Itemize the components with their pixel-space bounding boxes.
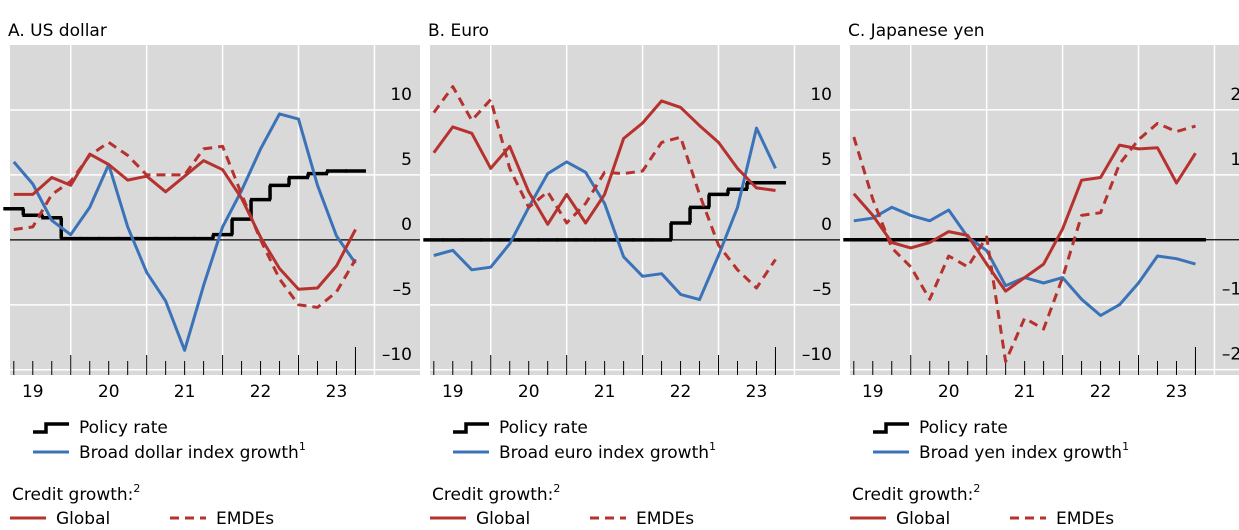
x-tick-label: 19: [22, 382, 44, 402]
x-tick-label: 22: [250, 382, 272, 402]
series-line: [432, 99, 776, 226]
legend-group-text: Credit growth:: [432, 485, 553, 505]
series-line: [13, 140, 357, 309]
legend-label: Policy rate: [79, 418, 168, 438]
series-line: [13, 152, 357, 291]
series-line: [432, 85, 777, 290]
x-tick-label: 22: [670, 382, 692, 402]
series-line: [852, 143, 1197, 293]
legend-swatch: [453, 422, 489, 434]
x-tick-label: 21: [594, 382, 616, 402]
y-tick-label: –5: [813, 280, 832, 300]
y-tick-label: 0: [821, 215, 832, 235]
panel-title: B. Euro: [428, 21, 489, 41]
legend-swatch: [873, 422, 909, 434]
legend-label: Global: [476, 509, 530, 526]
legend-group-note: 2: [133, 482, 140, 495]
plot-area: [430, 45, 840, 375]
legend-text: Policy rate: [499, 418, 588, 438]
legend-group-title: Credit growth:2: [12, 482, 140, 505]
legend-label: Broad yen index growth1: [919, 440, 1129, 463]
y-tick-label: –12: [1222, 280, 1239, 300]
legend-text: Policy rate: [919, 418, 1008, 438]
legend-group-title: Credit growth:2: [432, 482, 560, 505]
legend-swatch: [33, 422, 69, 434]
x-tick-label: 22: [1090, 382, 1112, 402]
y-tick-label: –5: [393, 280, 412, 300]
legend-label: Policy rate: [499, 418, 588, 438]
y-tick-label: 24: [1230, 85, 1239, 105]
x-tick-label: 21: [174, 382, 196, 402]
legend-group-note: 2: [973, 482, 980, 495]
y-tick-label: 5: [401, 150, 412, 170]
legend-label: Policy rate: [919, 418, 1008, 438]
x-tick-label: 20: [98, 382, 120, 402]
y-tick-label: 10: [810, 85, 832, 105]
y-tick-label: 0: [401, 215, 412, 235]
legend-text: Policy rate: [79, 418, 168, 438]
legend-label: EMDEs: [636, 509, 694, 526]
x-tick-label: 20: [938, 382, 960, 402]
legend-group-text: Credit growth:: [852, 485, 973, 505]
legend-label: Broad euro index growth1: [499, 440, 716, 463]
legend-text: Broad euro index growth: [499, 443, 709, 463]
legend-label: EMDEs: [1056, 509, 1114, 526]
x-tick-label: 23: [746, 382, 768, 402]
plot-area: [10, 45, 420, 375]
legend-text: Broad yen index growth: [919, 443, 1122, 463]
y-tick-label: 10: [390, 85, 412, 105]
y-tick-label: 5: [821, 150, 832, 170]
legend-label: Broad dollar index growth1: [79, 440, 306, 463]
y-tick-label: –24: [1222, 345, 1239, 365]
y-tick-label: –10: [802, 345, 832, 365]
y-tick-label: –10: [382, 345, 412, 365]
y-tick-label: 12: [1230, 150, 1239, 170]
series-line: [433, 126, 777, 302]
legend-group-title: Credit growth:2: [852, 482, 980, 505]
legend-note: 1: [1122, 440, 1129, 453]
legend-note: 1: [709, 440, 716, 453]
legend-group-note: 2: [553, 482, 560, 495]
legend-label: Global: [896, 509, 950, 526]
x-tick-label: 19: [442, 382, 464, 402]
legend-note: 1: [299, 440, 306, 453]
x-tick-label: 23: [1166, 382, 1188, 402]
x-tick-label: 21: [1014, 382, 1036, 402]
plot-area: [850, 45, 1239, 375]
panel-title: A. US dollar: [8, 21, 107, 41]
series-line: [12, 112, 357, 352]
legend-group-text: Credit growth:: [12, 485, 133, 505]
x-tick-label: 23: [326, 382, 348, 402]
x-tick-label: 20: [518, 382, 540, 402]
x-tick-label: 19: [862, 382, 884, 402]
legend-label: Global: [56, 509, 110, 526]
legend-text: Broad dollar index growth: [79, 443, 299, 463]
legend-label: EMDEs: [216, 509, 274, 526]
panel-title: C. Japanese yen: [848, 21, 985, 41]
